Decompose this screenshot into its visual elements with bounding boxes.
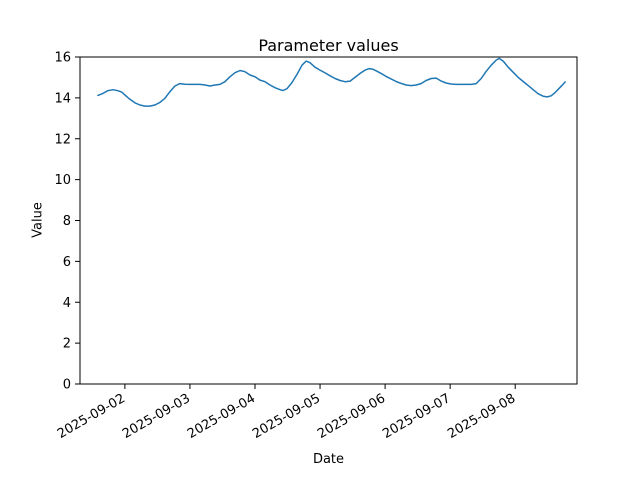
- axes-frame: [79, 56, 578, 385]
- y-tick-label: 8: [63, 214, 71, 229]
- x-tick-label: 2025-09-04: [185, 391, 258, 442]
- y-tick-label: 10: [54, 173, 71, 188]
- x-tick-label: 2025-09-05: [250, 391, 323, 442]
- y-tick-label: 2: [63, 337, 71, 352]
- x-tick-label: 2025-09-06: [315, 391, 388, 442]
- x-tick-label: 2025-09-02: [55, 391, 128, 442]
- y-tick-label: 6: [63, 255, 71, 270]
- y-axis-label: Value: [30, 202, 46, 238]
- y-tick-label: 4: [63, 296, 71, 311]
- y-tick-label: 14: [54, 91, 71, 106]
- y-tick-label: 16: [54, 51, 71, 66]
- chart-title: Parameter values: [258, 36, 399, 55]
- y-tick-label: 0: [63, 378, 71, 393]
- y-tick-label: 12: [54, 132, 71, 147]
- x-tick-label: 2025-09-07: [380, 391, 453, 442]
- x-tick-label: 2025-09-08: [445, 391, 518, 442]
- series-line: [97, 57, 566, 107]
- x-tick-label: 2025-09-03: [120, 391, 193, 442]
- x-axis-label: Date: [312, 452, 345, 467]
